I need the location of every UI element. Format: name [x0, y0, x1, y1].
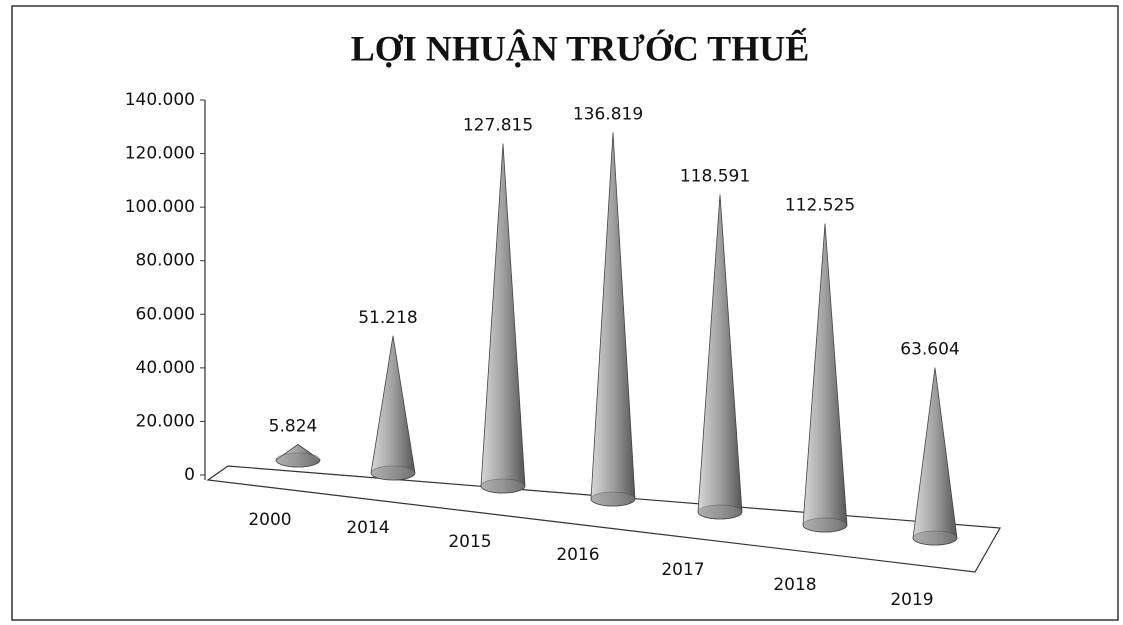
cone: [590, 132, 636, 507]
cone: [912, 367, 958, 546]
value-label: 127.815: [463, 116, 533, 136]
x-tick-label: 2015: [448, 532, 491, 552]
x-tick-label: 2000: [248, 510, 291, 530]
y-tick-label: 140.000: [125, 90, 195, 110]
x-tick-label: 2014: [346, 518, 389, 538]
cone: [370, 335, 416, 481]
y-tick-label: 20.000: [136, 411, 195, 431]
y-tick-label: 60.000: [136, 304, 195, 324]
x-tick-label: 2018: [773, 575, 816, 595]
x-tick-label: 2016: [556, 545, 599, 565]
y-tick-label: 80.000: [136, 251, 195, 271]
cone-base: [480, 478, 526, 494]
y-tick-label: 0: [184, 465, 195, 485]
cone-base: [912, 530, 958, 546]
cone-base: [370, 465, 416, 481]
value-label: 63.604: [900, 340, 959, 360]
x-tick-label: 2019: [890, 590, 933, 610]
y-tick-label: 100.000: [125, 197, 195, 217]
cone-base: [590, 491, 636, 507]
y-tick-label: 40.000: [136, 358, 195, 378]
cone-base: [275, 452, 321, 468]
value-label: 136.819: [573, 105, 643, 125]
value-label: 118.591: [680, 166, 750, 186]
cone-base: [802, 517, 848, 533]
chart-title: LỢI NHUẬN TRƯỚC THUẾ: [351, 28, 809, 68]
cone: [802, 223, 848, 533]
cone: [480, 143, 526, 494]
x-tick-label: 2017: [661, 560, 704, 580]
value-label: 5.824: [269, 416, 318, 436]
chart-border: [11, 5, 1119, 621]
cone-base: [697, 504, 743, 520]
floor: [206, 465, 1001, 573]
cone: [697, 194, 743, 520]
value-label: 112.525: [785, 196, 855, 216]
y-tick-label: 120.000: [125, 144, 195, 164]
value-label: 51.218: [358, 308, 417, 328]
